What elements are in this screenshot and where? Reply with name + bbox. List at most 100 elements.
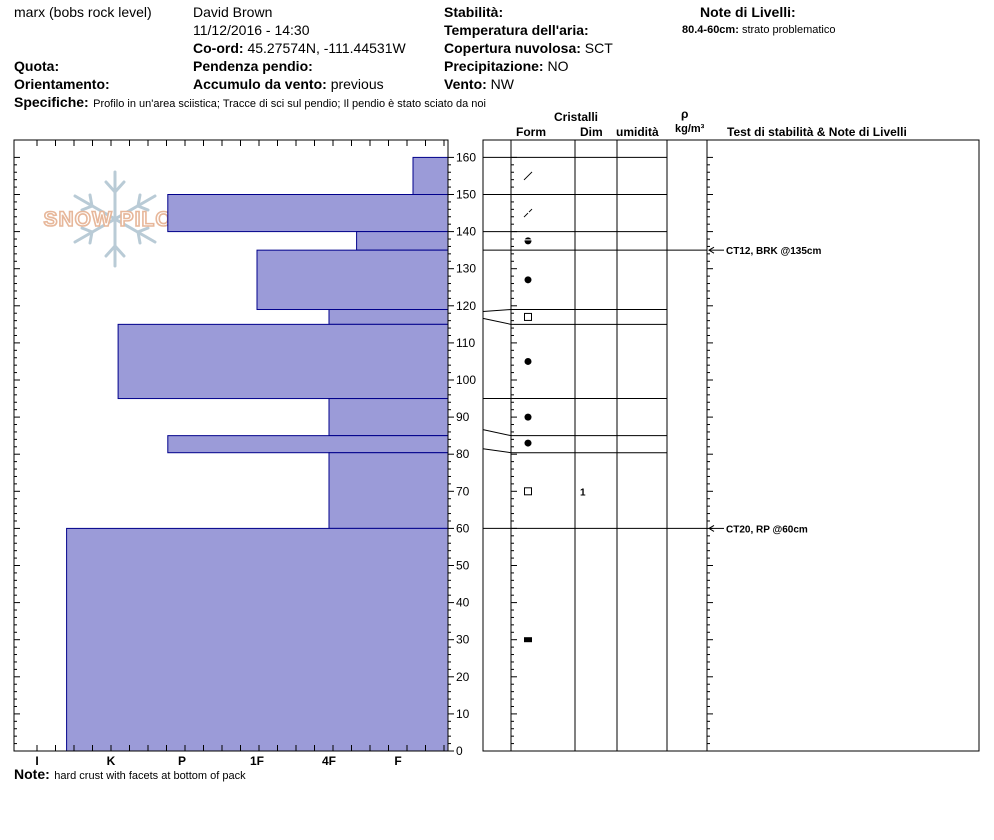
depth-label: 70 [456,484,470,498]
coordinates: Co-ord: 45.27574N, -111.44531W [193,41,406,55]
layer-connector-115 [482,317,512,325]
depth-label: 60 [456,521,470,535]
grain-size-8: 1 [580,487,586,498]
grain-form-rounded-icon [524,413,532,421]
cloud-value: SCT [584,40,613,56]
depth-label: 30 [456,633,470,647]
grain-form-fragmented-icon [523,208,533,218]
hardness-layer-7 [167,435,449,454]
aspect-label: Orientamento: [14,76,110,92]
hardness-layer-8 [328,452,449,529]
hardness-layer-2 [356,231,449,251]
hardness-label-4F: 4F [322,754,336,768]
stability-test-label-0: CT12, BRK @135cm [726,246,821,257]
aspect: Orientamento: [14,77,110,91]
stability-label: Stabilità: [444,4,504,20]
crystals-header: Cristalli [554,110,599,124]
grain-form-decomposing-icon [523,171,533,181]
depth-label: 160 [456,150,476,164]
layer-connector-119 [482,309,512,313]
cloud-cover: Copertura nuvolosa: SCT [444,41,613,55]
coord-label: Co-ord: [193,40,244,56]
hardness-plot-frame [13,139,449,752]
footer-note: Note: hard crust with facets at bottom o… [14,767,246,783]
location-name: marx (bobs rock level) [14,4,152,20]
snowpilot-logo: SNOW PILOT [43,170,187,268]
cloud-label: Copertura nuvolosa: [444,40,581,56]
depth-label: 140 [456,225,476,239]
grain-form-crust-icon [524,637,532,643]
hardness-layer-9 [66,527,449,752]
layer-note-range: 80.4-60cm: [682,24,739,36]
depth-label: 90 [456,410,470,424]
hardness-layer-3 [256,249,449,311]
hardness-label-K: K [107,754,116,768]
grain-table-frame [482,139,980,752]
slope-label: Pendenza pendio: [193,58,313,74]
wind-label: Vento: [444,76,487,92]
snowflake-icon [73,170,157,268]
slope: Pendenza pendio: [193,59,313,73]
rho-header: ρ [681,107,689,121]
depth-label: 40 [456,596,470,610]
precip-value: NO [547,58,569,74]
depth-label: 100 [456,373,476,387]
depth-label: 0 [456,744,463,758]
wind-loading-value: previous [330,76,384,92]
specifics-value: Profilo in un'area sciistica; Tracce di … [93,98,486,110]
air-temp-label: Temperatura dell'aria: [444,22,589,38]
density-unit-header: kg/m³ [675,123,705,135]
hardness-layer-6 [328,398,449,437]
hardness-layer-0 [412,156,449,195]
grain-form-mixed-rounded-icon [524,237,532,245]
depth-label: 80 [456,447,470,461]
grain-form-faceted-icon [524,487,532,496]
depth-label: 50 [456,559,470,573]
grain-form-rounded-icon [524,276,532,284]
hardness-label-I: I [35,754,38,768]
specifics: Specifiche: Profilo in un'area sciistica… [14,95,486,111]
moisture-header: umidità [616,125,659,139]
hardness-label-1F: 1F [250,754,264,768]
depth-label: 110 [456,336,475,350]
layer-notes-label: Note di Livelli: [700,4,796,20]
note-value: hard crust with facets at bottom of pack [54,770,246,782]
form-header: Form [516,125,546,139]
hardness-layer-4 [328,309,449,325]
size-header: Dim [580,125,603,139]
depth-label: 130 [456,262,476,276]
depth-label: 150 [456,188,476,202]
hardness-layer-1 [167,194,449,233]
wind-loading: Accumulo da vento: previous [193,77,384,91]
hardness-label-F: F [394,754,401,768]
grain-form-faceted-icon [524,312,532,321]
specifics-label: Specifiche: [14,94,89,110]
layer-connector-85 [482,429,512,437]
grain-form-rounded-icon [524,357,532,365]
stability-notes-header: Test di stabilità & Note di Livelli [727,125,907,139]
elevation: Quota: [14,59,59,73]
depth-label: 120 [456,299,476,313]
wind-value: NW [490,76,514,92]
depth-label: 10 [456,707,470,721]
grain-form-rounded-icon [524,439,532,447]
arrow-left-icon [708,246,715,254]
elevation-label: Quota: [14,58,60,74]
depth-label: 20 [456,670,470,684]
wind: Vento: NW [444,77,514,91]
stability: Stabilità: [444,5,503,19]
observation-datetime: 11/12/2016 - 14:30 [193,22,310,38]
wind-loading-label: Accumulo da vento: [193,76,327,92]
hardness-label-P: P [178,754,186,768]
logo-text: SNOW PILOT [44,208,187,231]
stability-test-label-1: CT20, RP @60cm [726,524,808,535]
arrow-left-icon [708,524,715,532]
observer-name: David Brown [193,4,273,20]
layer-connector-80.4 [482,448,512,454]
coord-value: 45.27574N, -111.44531W [247,40,406,56]
layer-note-text: strato problematico [741,24,836,36]
air-temperature: Temperatura dell'aria: [444,23,589,37]
note-label: Note: [14,766,50,782]
precip-label: Precipitazione: [444,58,544,74]
